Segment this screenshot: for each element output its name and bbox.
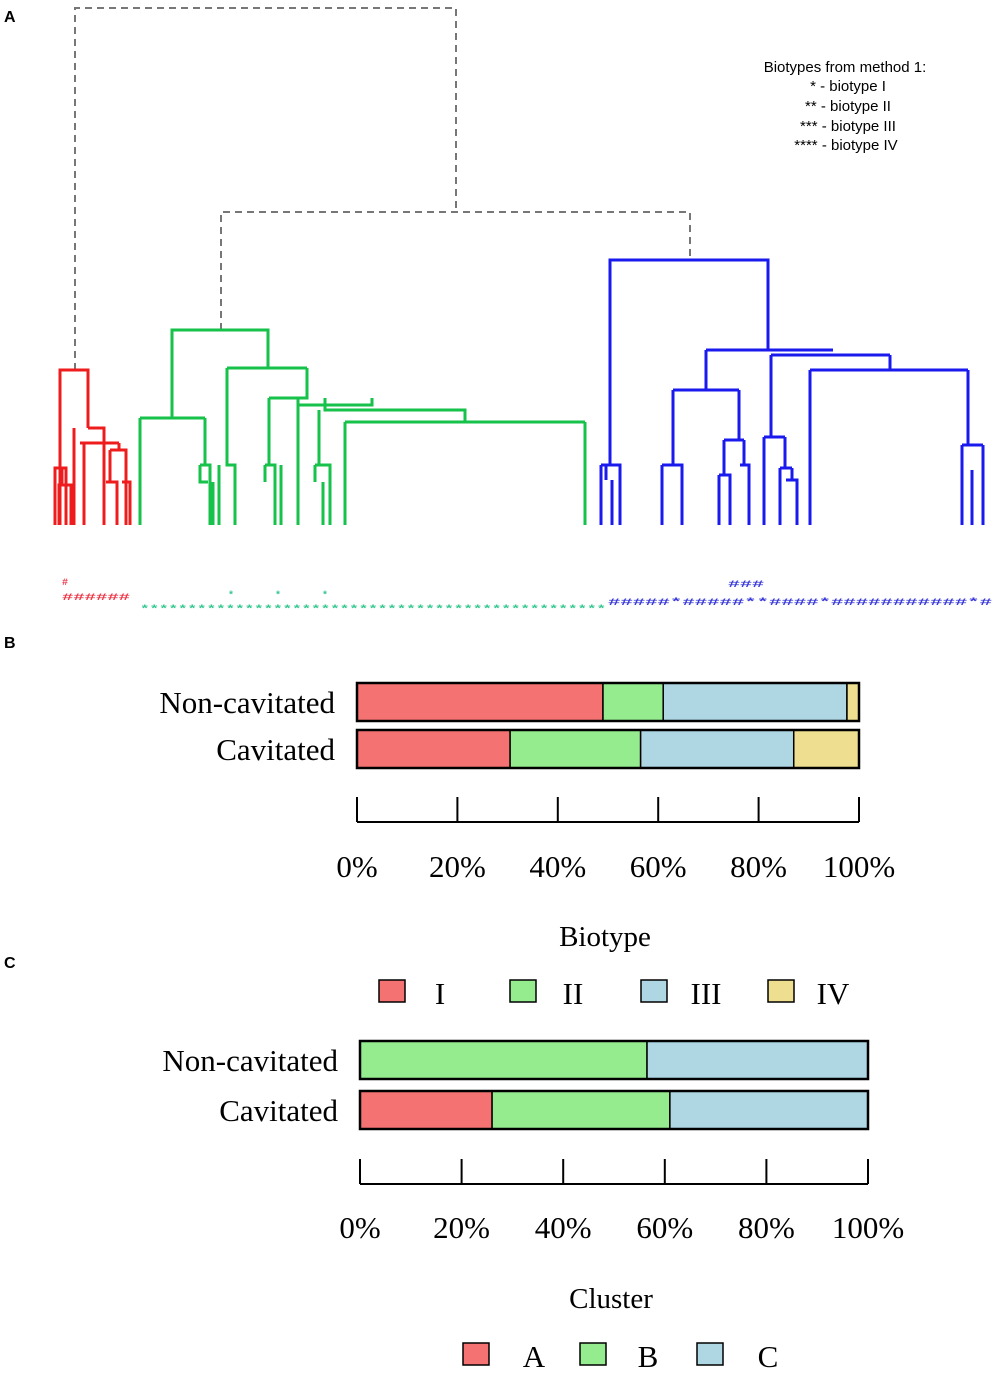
dendrogram-legend-entry-4: **** - biotype IV [794,137,897,154]
dendrogram-legend-entry-3: *** - biotype III [800,118,896,135]
asterisk-row-red-top: # [62,578,68,589]
cluster-bar-non-cavitated-b [359,1040,648,1080]
panel-label-a: A [4,9,16,26]
cluster-x-tick-label: 60% [636,1210,693,1245]
cluster-legend-label-a: A [523,1339,546,1374]
biotype-legend-swatch-iii [640,979,668,1003]
dendrogram-legend-entry-2: ** - biotype II [805,98,891,115]
cluster-legend-swatch-c [696,1342,724,1366]
cluster-legend-swatch-a [462,1342,490,1366]
cluster-bar-cavitated-a [359,1090,493,1130]
biotype-bar-cavitated-iv [792,729,860,769]
biotype-bar-cavitated-i [356,729,511,769]
cluster-category-label: Cavitated [219,1093,338,1128]
cluster-bar-non-cavitated-c [646,1040,869,1080]
cluster-legend-label-b: B [638,1339,659,1374]
chart-biotype: Non-cavitated Cavitated 0% 20% 40% 60% 80% 100%… [159,681,895,1011]
dendrogram [53,7,985,525]
biotype-x-tick-label: 60% [630,849,687,884]
biotype-legend-swatch-i [378,979,406,1003]
biotype-category-label: Non-cavitated [159,685,335,720]
dendrogram-legend-title: Biotypes from method 1: [764,59,927,76]
dendrogram-legend: Biotypes from method 1: * - biotype I **… [764,59,927,154]
panel-label-c: C [4,955,16,972]
cluster-legend-label-c: C [758,1339,779,1374]
biotype-bar-non-cavitated-iv [846,682,860,722]
biotype-legend-label-iii: III [691,976,722,1011]
cluster-x-tick-label: 80% [738,1210,795,1245]
biotype-x-tick-label: 80% [730,849,787,884]
asterisk-row-blue-top: ### [728,580,764,591]
biotype-legend-swatch-iv [767,979,795,1003]
dendrogram-legend-entry-1: * - biotype I [810,78,886,95]
cluster-x-tick-label: 20% [433,1210,490,1245]
biotype-bar-non-cavitated-i [356,682,604,722]
asterisk-row-green: ****************************************… [140,604,606,616]
cluster-bar-cavitated-b [491,1090,671,1130]
dendrogram-cluster-blue [599,258,985,525]
biotype-bar-cavitated-ii [509,729,642,769]
biotype-bar-outline-non-cavitated [355,681,861,723]
cluster-x-tick-label: 100% [832,1210,904,1245]
asterisk-row: # ###### * * * *************************… [62,578,992,616]
biotype-legend-title: Biotype [559,921,651,953]
cluster-x-tick-label: 0% [339,1210,380,1245]
cluster-x-tick-label: 40% [535,1210,592,1245]
cluster-bar-outline-cavitated [358,1089,870,1131]
asterisk-row-green-top: * * * [228,590,328,602]
biotype-x-tick-label: 0% [336,849,377,884]
biotype-legend-label-iv: IV [817,976,850,1011]
chart-cluster: Non-cavitated Cavitated 0% 20% 40% 60% 80% 100%… [162,1039,904,1374]
biotype-legend-label-i: I [435,976,445,1011]
biotype-category-label: Cavitated [216,732,335,767]
dendrogram-cluster-red [53,368,132,525]
biotype-legend-swatch-ii [509,979,537,1003]
asterisk-row-red: ###### [62,593,130,604]
cluster-legend-swatch-b [579,1342,607,1366]
biotype-bar-cavitated-iii [639,729,795,769]
cluster-bar-outline-non-cavitated [358,1039,870,1081]
dendrogram-cluster-green [138,328,587,525]
biotype-bar-outline-cavitated [355,728,861,770]
panel-label-b: B [4,635,16,652]
biotype-x-tick-label: 40% [529,849,586,884]
cluster-category-label: Non-cavitated [162,1043,338,1078]
biotype-legend-label-ii: II [563,976,584,1011]
biotype-bar-non-cavitated-iii [662,682,848,722]
biotype-x-tick-label: 20% [429,849,486,884]
asterisk-row-blue: #####*#####**####*###########*# [608,597,992,609]
cluster-bar-cavitated-c [669,1090,869,1130]
cluster-legend-title: Cluster [569,1283,653,1315]
biotype-x-tick-label: 100% [823,849,895,884]
dendrogram-dashed-links [74,7,691,370]
biotype-bar-non-cavitated-ii [602,682,664,722]
